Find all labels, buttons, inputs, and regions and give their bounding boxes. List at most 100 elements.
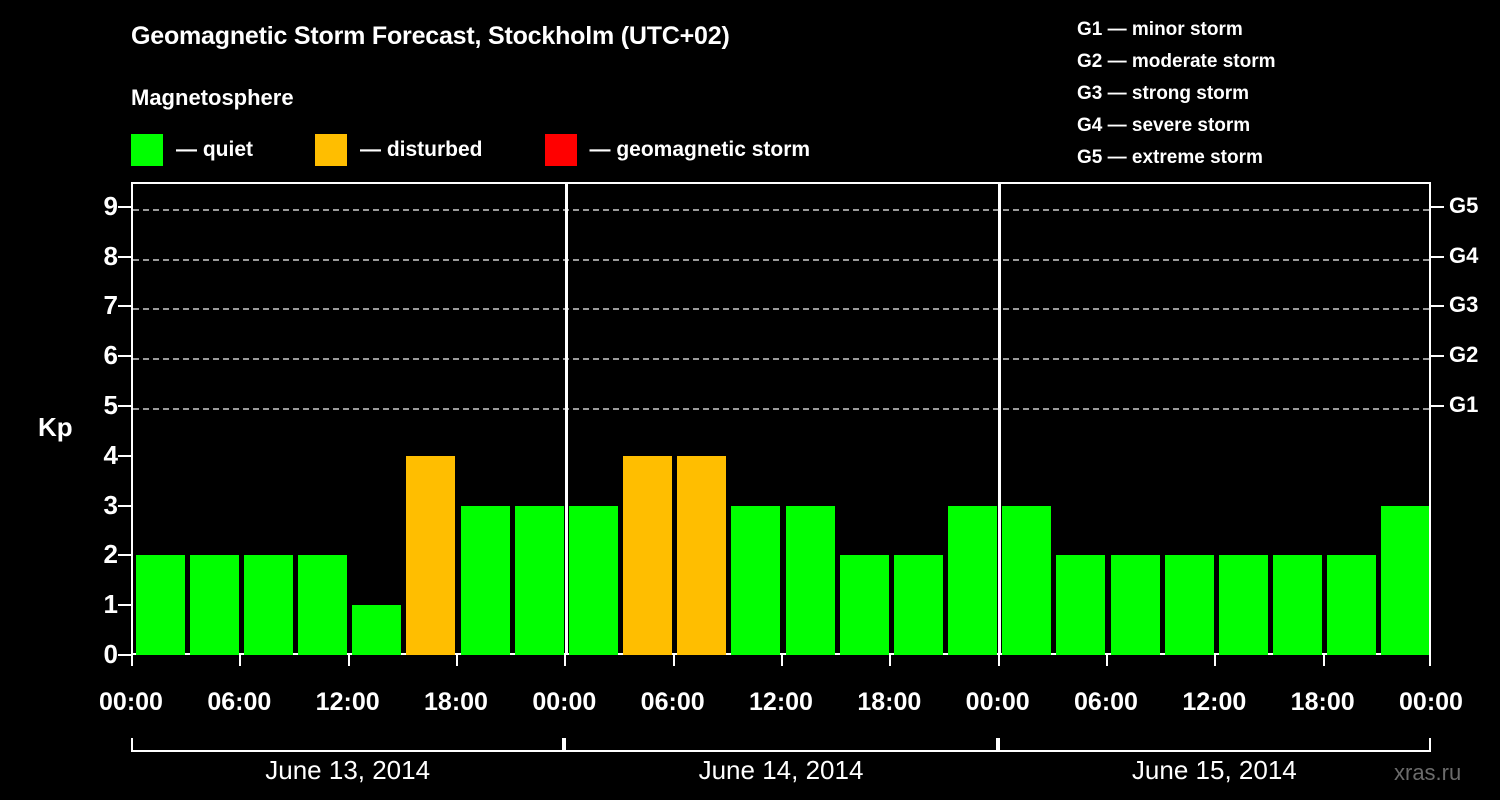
x-tick-label-10: 12:00 xyxy=(1182,688,1247,716)
g-tick-label-G2: G2 xyxy=(1449,342,1479,368)
y-axis-label: Kp xyxy=(38,412,73,442)
x-tick-mark-7 xyxy=(889,655,892,666)
bar xyxy=(1002,505,1052,655)
x-tick-mark-2 xyxy=(347,655,350,666)
y-tick-mark-2 xyxy=(118,554,131,557)
x-tick-label-8: 00:00 xyxy=(965,688,1030,716)
y-tick-label-1: 1 xyxy=(103,589,118,620)
bar xyxy=(460,505,510,655)
x-tick-mark-4 xyxy=(564,655,567,666)
x-axis-line xyxy=(131,653,1431,655)
x-tick-mark-3 xyxy=(456,655,458,666)
plot-area xyxy=(131,182,1431,655)
page-title: Geomagnetic Storm Forecast, Stockholm (U… xyxy=(131,22,730,50)
x-tick-label-7: 18:00 xyxy=(857,688,922,716)
legend-swatch-disturbed-icon xyxy=(315,134,347,166)
y-tick-label-6: 6 xyxy=(103,340,118,371)
bar xyxy=(893,555,943,655)
legend-entry-disturbed: — disturbed xyxy=(315,134,483,166)
bar xyxy=(785,505,835,655)
gscale-row-g5: G5 — extreme storm xyxy=(1077,147,1263,168)
day-bracket-3 xyxy=(997,738,1431,752)
bar xyxy=(1056,555,1106,655)
legend-label-quiet: — quiet xyxy=(176,138,253,161)
day-label-2: June 14, 2014 xyxy=(698,755,864,785)
gridline-kp-9 xyxy=(133,208,1429,211)
bar xyxy=(731,505,781,655)
x-tick-mark-6 xyxy=(781,655,783,666)
x-tick-label-11: 18:00 xyxy=(1290,688,1355,716)
gscale-row-g3: G3 — strong storm xyxy=(1077,83,1250,104)
x-tick-label-1: 06:00 xyxy=(207,688,272,716)
day-separator-2 xyxy=(998,184,1002,655)
bar xyxy=(623,455,673,655)
plot-inner xyxy=(133,184,1429,655)
y-tick-label-4: 4 xyxy=(103,439,118,470)
bar xyxy=(406,455,456,655)
gscale-row-g1: G1 — minor storm xyxy=(1077,19,1243,40)
x-tick-label-2: 12:00 xyxy=(315,688,380,716)
day-label-3: June 15, 2014 xyxy=(1131,755,1297,785)
gridline-kp-6 xyxy=(133,358,1429,361)
gscale-legend: G1 — minor storm G2 — moderate storm G3 … xyxy=(1077,14,1276,174)
y-tick-mark-7 xyxy=(118,305,131,308)
legend-swatch-quiet-icon xyxy=(131,134,163,166)
day-label-1: June 13, 2014 xyxy=(265,755,431,785)
gscale-row-g4: G4 — severe storm xyxy=(1077,115,1251,136)
g-tick-label-G4: G4 xyxy=(1449,242,1479,268)
gridline-kp-8 xyxy=(133,258,1429,261)
y-tick-label-0: 0 xyxy=(103,639,118,669)
legend-entry-storm: — geomagnetic storm xyxy=(544,134,811,166)
g-tick-label-G3: G3 xyxy=(1449,292,1479,318)
y-tick-mark-8 xyxy=(118,255,131,258)
bar xyxy=(677,455,727,655)
bar xyxy=(298,555,348,655)
y-tick-mark-3 xyxy=(118,504,131,507)
bar xyxy=(1164,555,1214,655)
g-tick-mark-G1 xyxy=(1431,405,1444,408)
bar xyxy=(135,555,185,655)
y-tick-mark-6 xyxy=(118,355,131,358)
x-tick-mark-9 xyxy=(1106,655,1108,666)
g-tick-label-G5: G5 xyxy=(1449,192,1479,218)
x-tick-label-3: 18:00 xyxy=(424,688,488,716)
day-bracket-2 xyxy=(564,738,998,752)
g-tick-mark-G4 xyxy=(1431,255,1444,258)
magnetosphere-heading: Magnetosphere xyxy=(131,85,294,110)
x-tick-mark-0 xyxy=(131,655,133,666)
y-tick-label-7: 7 xyxy=(103,290,118,321)
y-tick-mark-5 xyxy=(118,405,131,408)
x-tick-label-9: 06:00 xyxy=(1074,688,1138,716)
g-tick-mark-G5 xyxy=(1431,205,1444,208)
bar xyxy=(1273,555,1323,655)
x-tick-label-5: 06:00 xyxy=(640,688,705,716)
bar xyxy=(948,505,998,655)
watermark: xras.ru xyxy=(1394,760,1462,785)
x-tick-label-4: 00:00 xyxy=(532,688,597,716)
legend-entry-quiet: — quiet xyxy=(131,134,253,166)
day-bracket-1 xyxy=(131,738,565,752)
y-tick-label-5: 5 xyxy=(103,390,118,421)
g-tick-label-G1: G1 xyxy=(1449,392,1479,418)
day-separator-1 xyxy=(564,184,568,655)
bar xyxy=(1381,505,1429,655)
bar xyxy=(839,555,889,655)
x-tick-mark-11 xyxy=(1322,655,1325,666)
y-tick-mark-4 xyxy=(118,454,131,457)
x-tick-mark-1 xyxy=(239,655,242,666)
bar xyxy=(189,555,239,655)
legend-label-disturbed: — disturbed xyxy=(360,138,483,161)
y-tick-mark-9 xyxy=(118,205,131,208)
y-tick-label-3: 3 xyxy=(103,489,118,520)
legend-label-storm: — geomagnetic storm xyxy=(589,138,811,161)
y-tick-label-2: 2 xyxy=(103,539,118,570)
x-tick-label-0: 00:00 xyxy=(99,688,163,716)
x-tick-mark-10 xyxy=(1214,655,1217,666)
gridline-kp-7 xyxy=(133,308,1429,311)
x-tick-label-12: 00:00 xyxy=(1399,688,1463,716)
bar xyxy=(568,505,618,655)
y-tick-label-9: 9 xyxy=(103,190,118,221)
x-tick-mark-5 xyxy=(672,655,675,666)
y-tick-label-8: 8 xyxy=(103,240,118,271)
x-tick-mark-8 xyxy=(997,655,1000,666)
